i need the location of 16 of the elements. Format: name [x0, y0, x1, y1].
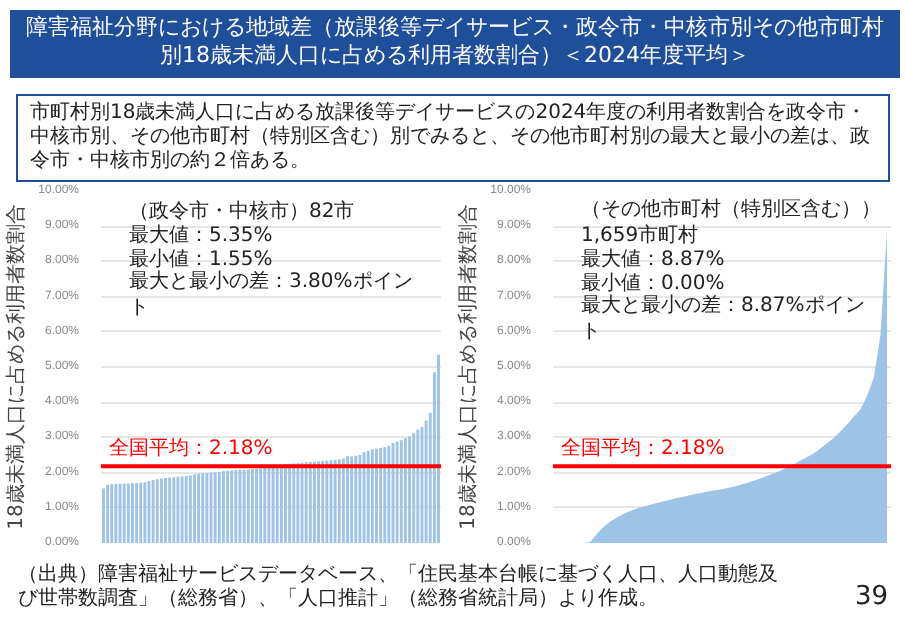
text: （出典）障害福祉サービスデータベース、「住民基本台帳に基づく人口、人口動態及び世帯数調査」（総務省）、「人口推計」（総務省統計局）より作成。: [18, 564, 780, 612]
text: 39: [854, 580, 888, 616]
annotation: （その他市町村（特別区含む））1,659市町村: [581, 196, 881, 247]
annotation: 最小値：0.00%: [581, 271, 725, 295]
annotation: 最小値：1.55%: [129, 247, 273, 271]
y-axis-title: 18歳未満人口に占める利用者数割合: [456, 204, 481, 530]
annotation: 最大と最小の差：8.87%ポイント: [581, 292, 865, 343]
annotation: 最大値：8.87%: [581, 247, 725, 271]
chart-subtitle: 市町村別18歳未満人口に占める放課後等デイサービスの2024年度の利用者数割合を政令市・中核市別、その他市町村（特別区含む）別でみると、その他市町村別の最大と最小の差は、政令市・中核市別の約２倍ある。: [30, 102, 872, 174]
annotation: （政令市・中核市）82市: [129, 199, 355, 223]
ref-line-label: 全国平均：2.18%: [561, 436, 725, 461]
y-axis-title: 18歳未満人口に占める利用者数割合: [4, 204, 29, 530]
annotation: 最大と最小の差：3.80%ポイント: [129, 268, 413, 319]
annotation: 最大値：5.35%: [129, 223, 273, 247]
ref-line-label: 全国平均：2.18%: [109, 436, 273, 461]
chart-title: 障害福祉分野における地域差（放課後等デイサービス・政令市・中核市別その他市町村別18歳未満人口に占める利用者数割合）＜2024年度平均＞: [24, 14, 886, 72]
